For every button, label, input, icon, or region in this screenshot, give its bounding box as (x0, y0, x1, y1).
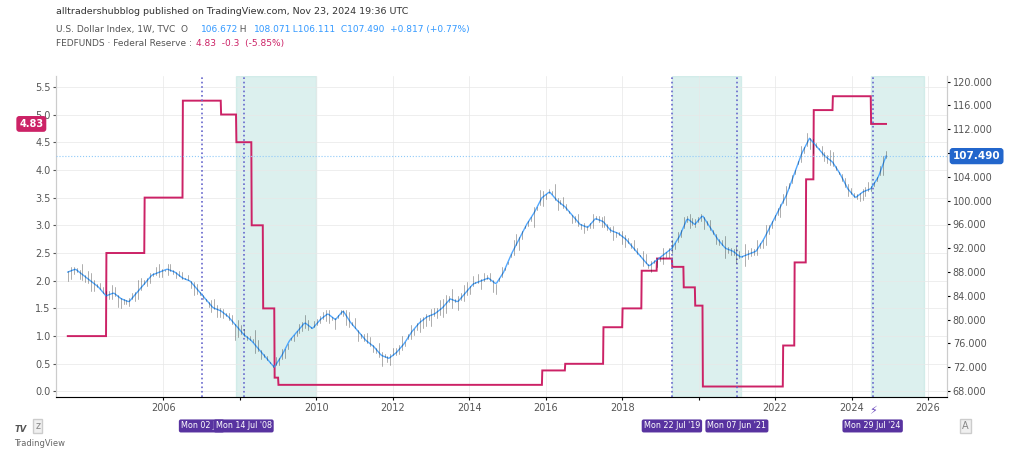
Text: Mon 22 Jul '19: Mon 22 Jul '19 (644, 421, 700, 431)
Text: H: H (234, 25, 249, 34)
Text: Mon 07 Jun '21: Mon 07 Jun '21 (708, 421, 766, 431)
Text: Mon 14 Jul '08: Mon 14 Jul '08 (216, 421, 271, 431)
Text: FEDFUNDS · Federal Reserve :: FEDFUNDS · Federal Reserve : (56, 39, 195, 48)
Text: z: z (36, 421, 40, 431)
Text: U.S. Dollar Index, 1W, TVC  O: U.S. Dollar Index, 1W, TVC O (56, 25, 190, 34)
Text: ⚡: ⚡ (868, 406, 877, 416)
Bar (870, 76, 925, 397)
Text: A: A (963, 421, 969, 431)
Text: TradingView: TradingView (14, 438, 66, 448)
Text: L106.111  C107.490  +0.817 (+0.77%): L106.111 C107.490 +0.817 (+0.77%) (288, 25, 470, 34)
Text: alltradershubblog published on TradingView.com, Nov 23, 2024 19:36 UTC: alltradershubblog published on TradingVi… (56, 7, 409, 16)
Text: TV: TV (14, 425, 27, 434)
Text: 4.83: 4.83 (19, 119, 43, 129)
Text: Mon 29 Jul '24: Mon 29 Jul '24 (845, 421, 901, 431)
Text: 108.071: 108.071 (254, 25, 291, 34)
Text: 4.83  -0.3  (-5.85%): 4.83 -0.3 (-5.85%) (196, 39, 284, 48)
Text: 106.672: 106.672 (201, 25, 238, 34)
Text: Mon 02 Jul: Mon 02 Jul (181, 421, 222, 431)
Text: 107.490: 107.490 (952, 151, 1000, 161)
Bar (236, 76, 316, 397)
Bar (672, 76, 740, 397)
